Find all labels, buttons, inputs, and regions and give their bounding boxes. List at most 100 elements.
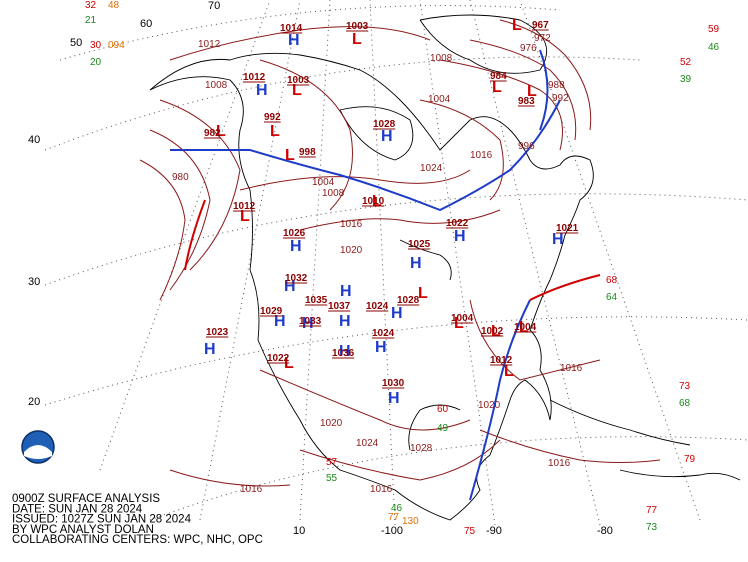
warm-front [184, 199, 206, 271]
isobar-label: 1020 [340, 245, 363, 256]
station-value: 55 [326, 473, 338, 484]
cold-front [469, 299, 531, 501]
isobar-label: 1004 [312, 177, 335, 188]
pressure-letter: L [240, 208, 250, 225]
isobar [469, 39, 577, 141]
isobar [299, 209, 501, 231]
station-value: 73 [646, 522, 658, 533]
pressure-value: 1023 [206, 327, 229, 338]
pressure-value: 1012 [233, 201, 256, 212]
pressure-letter: H [375, 339, 387, 356]
isobar-label: 992 [552, 93, 569, 104]
station-value: 77 [646, 505, 658, 516]
isobar [259, 59, 353, 211]
pressure-letter: L [285, 147, 295, 164]
warm-front [529, 274, 601, 301]
isobar-label: 1016 [470, 150, 493, 161]
pressure-letter: H [339, 313, 351, 330]
pressure-value: 992 [264, 112, 281, 123]
station-value: 75 [464, 526, 476, 537]
coast-cuba [549, 399, 691, 446]
station-value: 64 [606, 292, 618, 303]
cold-front [539, 49, 549, 131]
isobar-label: 1016 [340, 219, 363, 230]
pressure-value: 1024 [372, 328, 395, 339]
grid-label: 20 [28, 396, 40, 408]
pressure-letter: L [270, 123, 280, 140]
station-value: 73 [679, 381, 691, 392]
isobar-label: 1028 [410, 443, 433, 454]
isobar-label: 1016 [548, 458, 571, 469]
isobar-label: 1024 [356, 438, 379, 449]
isobar-label: 1020 [320, 418, 343, 429]
pressure-letter: L [372, 193, 382, 210]
fronts [169, 49, 601, 501]
pressure-letter: L [352, 31, 362, 48]
pressure-value: 1004 [514, 322, 537, 333]
pressure-value: 1035 [305, 295, 328, 306]
pressure-letter: H [410, 255, 422, 272]
grid-label: -100 [381, 525, 403, 537]
pressure-letter: H [552, 231, 564, 248]
station-value: 52 [680, 57, 692, 68]
pressure-value: 1022 [446, 218, 469, 229]
meridian [469, 0, 601, 526]
isobar-label: 1004 [428, 94, 451, 105]
isobar-label: 1024 [420, 163, 443, 174]
pressure-value: 1037 [328, 301, 351, 312]
isobars [139, 19, 661, 487]
station-value: 46 [391, 503, 403, 514]
isobar-label: 1012 [198, 39, 221, 50]
pressure-value: 1002 [481, 326, 504, 337]
isobar [169, 26, 431, 61]
pressure-value: 1003 [346, 21, 369, 32]
pressure-value: 1030 [382, 378, 405, 389]
pressure-letter: H [339, 343, 351, 360]
pressure-letter: H [256, 82, 268, 99]
caption-line: DATE: SUN JAN 28 2024 [12, 503, 143, 515]
pressure-letter: L [519, 319, 529, 336]
pressure-value: 967 [532, 20, 549, 31]
pressure-letter: L [418, 285, 428, 302]
pressure-value: 1025 [408, 239, 431, 250]
pressure-value: 998 [299, 147, 316, 158]
pressure-value: 1012 [490, 355, 513, 366]
coast-hudson [339, 106, 414, 161]
station-value: 46 [708, 42, 720, 53]
grid-label: 60 [140, 18, 152, 30]
caption-line: 0900Z SURFACE ANALYSIS [12, 493, 160, 505]
coast-gulf [408, 404, 461, 451]
meridian [299, 0, 331, 521]
isobar [299, 439, 501, 481]
isobar-label: 1008 [205, 80, 228, 91]
station-value: 57 [326, 457, 338, 468]
pressure-value: 1036 [332, 348, 355, 359]
pressure-value: 1033 [299, 316, 322, 327]
station-value: 32 [85, 0, 97, 11]
pressure-value: 1014 [280, 23, 303, 34]
parallel [149, 436, 748, 521]
pressure-letter: H [284, 278, 296, 295]
cold-front [169, 99, 561, 212]
grid-label: -90 [486, 525, 502, 537]
pressure-value: 1003 [287, 75, 310, 86]
pressure-value: 1022 [267, 353, 290, 364]
station-value: 68 [606, 275, 618, 286]
pressure-letter: H [388, 390, 400, 407]
station-value: 77 [388, 512, 400, 523]
isobar-label: 1008 [322, 188, 345, 199]
pressure-value: 1004 [451, 313, 474, 324]
isobar [499, 19, 592, 131]
pressure-value: 1028 [373, 119, 396, 130]
isobar-label: 1008 [430, 53, 453, 64]
station-value: 60 [437, 404, 449, 415]
pressure-letter: H [454, 228, 466, 245]
pressure-letter: H [274, 313, 286, 330]
caption-line: COLLABORATING CENTERS: WPC, NHC, OPC [12, 534, 263, 546]
coast-caribbean [619, 469, 741, 481]
isobar [139, 159, 186, 301]
isobar [479, 429, 661, 463]
isobar [259, 369, 471, 431]
